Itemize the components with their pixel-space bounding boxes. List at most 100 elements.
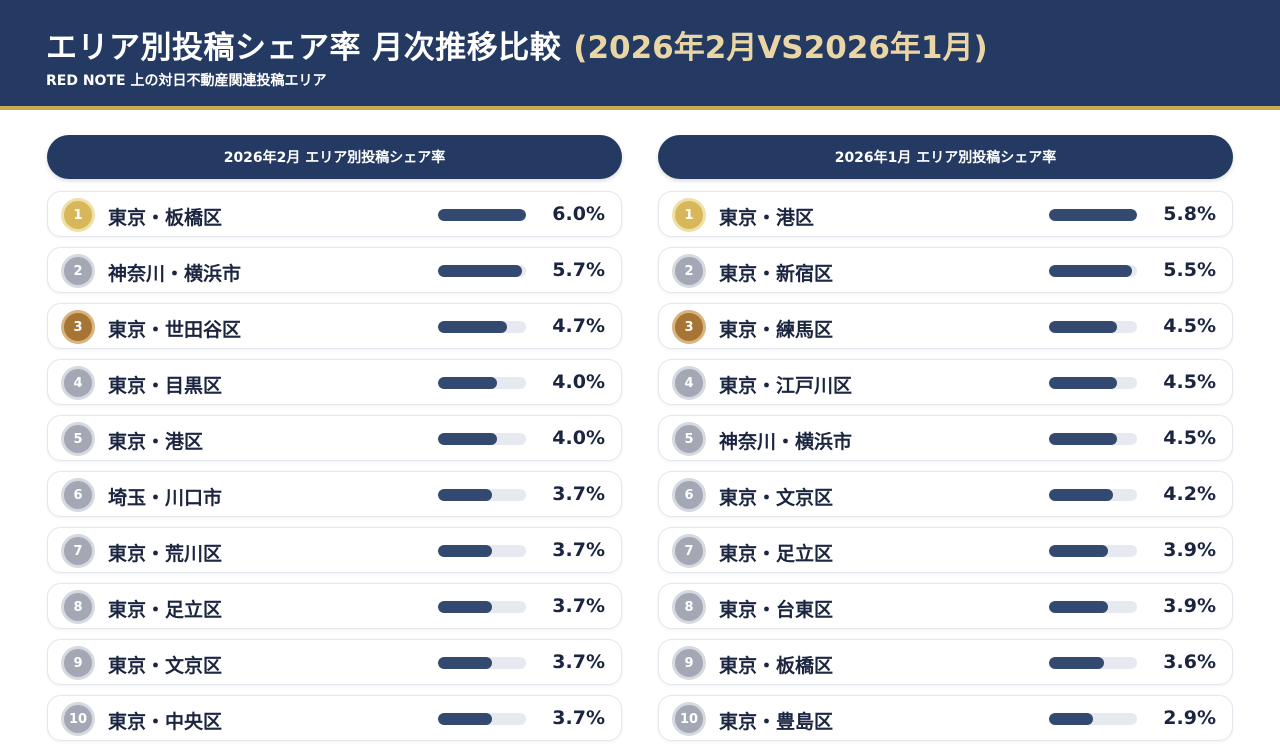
share-value-label: 3.7% [552,595,605,617]
share-value-label: 4.5% [1163,371,1216,393]
share-bar-track [438,713,526,725]
share-bar [1049,265,1133,277]
share-value-label: 6.0% [552,203,605,225]
share-value-label: 3.7% [552,483,605,505]
share-bar-track [1049,601,1137,613]
share-bar-track [1049,657,1137,669]
panel-feb: 2026年2月 エリア別投稿シェア率 1 東京・板橋区 6.0% 2 神奈川・横浜市 5.… [47,135,622,751]
rank-badge: 6 [672,478,706,512]
share-bar [438,713,493,725]
area-name: 東京・足立区 [719,543,834,565]
share-value-label: 5.7% [552,259,605,281]
share-bar [1049,657,1104,669]
share-value-label: 3.6% [1163,651,1216,673]
area-name: 東京・練馬区 [719,319,834,341]
share-bar-track [1049,209,1137,221]
ranking-row: 10 東京・中央区 3.7% [47,695,622,741]
area-name: 東京・文京区 [719,487,834,509]
area-name: 東京・豊島区 [719,711,834,733]
ranking-row: 9 東京・板橋区 3.6% [658,639,1233,685]
rank-badge: 7 [672,534,706,568]
area-name: 埼玉・川口市 [108,487,223,509]
share-bar [438,209,526,221]
ranking-row: 8 東京・台東区 3.9% [658,583,1233,629]
share-bar [438,265,522,277]
rank-badge: 2 [672,254,706,288]
rank-badge: 1 [61,198,95,232]
share-value-label: 4.0% [552,427,605,449]
share-bar [1049,713,1093,725]
share-value-label: 5.8% [1163,203,1216,225]
share-bar-track [438,657,526,669]
page-header: エリア別投稿シェア率 月次推移比較 (2026年2月VS2026年1月) RED … [0,0,1280,108]
area-name: 東京・荒川区 [108,543,223,565]
ranking-row: 4 東京・目黒区 4.0% [47,359,622,405]
panel-title-feb: 2026年2月 エリア別投稿シェア率 [47,135,622,179]
share-bar-track [1049,377,1137,389]
ranking-row: 2 東京・新宿区 5.5% [658,247,1233,293]
share-bar-track [1049,545,1137,557]
share-bar [1049,377,1118,389]
ranking-row: 10 東京・豊島区 2.9% [658,695,1233,741]
share-value-label: 4.5% [1163,427,1216,449]
area-name: 東京・台東区 [719,599,834,621]
share-bar [1049,601,1109,613]
rank-badge: 9 [61,646,95,680]
rank-badge: 3 [61,310,95,344]
rank-badge: 5 [61,422,95,456]
share-bar [438,545,493,557]
share-bar-track [438,489,526,501]
share-bar-track [438,433,526,445]
ranking-row: 5 東京・港区 4.0% [47,415,622,461]
share-bar-track [438,265,526,277]
share-bar-track [1049,713,1137,725]
rank-badge: 10 [61,702,95,736]
ranking-row: 3 東京・練馬区 4.5% [658,303,1233,349]
share-bar [438,657,493,669]
rank-badge: 1 [672,198,706,232]
share-value-label: 3.9% [1163,595,1216,617]
area-name: 東京・目黒区 [108,375,223,397]
share-value-label: 2.9% [1163,707,1216,729]
share-bar [438,489,493,501]
area-name: 東京・港区 [719,207,815,229]
ranking-row: 2 神奈川・横浜市 5.7% [47,247,622,293]
page-subtitle: RED NOTE 上の対日不動産関連投稿エリア [46,73,327,89]
share-value-label: 4.0% [552,371,605,393]
area-name: 神奈川・横浜市 [719,431,853,453]
share-bar-track [1049,489,1137,501]
share-value-label: 5.5% [1163,259,1216,281]
rank-badge: 9 [672,646,706,680]
rank-badge: 8 [672,590,706,624]
ranking-list-jan: 1 東京・港区 5.8% 2 東京・新宿区 5.5% 3 東京・練馬区 4.5% 4 東京・江戸川区… [658,191,1233,741]
share-value-label: 3.7% [552,651,605,673]
area-name: 東京・港区 [108,431,204,453]
share-bar [1049,545,1109,557]
page-title-period: (2026年2月VS2026年1月) [573,30,988,66]
share-bar [438,321,507,333]
ranking-row: 4 東京・江戸川区 4.5% [658,359,1233,405]
share-bar-track [438,377,526,389]
ranking-row: 5 神奈川・横浜市 4.5% [658,415,1233,461]
ranking-row: 6 埼玉・川口市 3.7% [47,471,622,517]
rank-badge: 3 [672,310,706,344]
rank-badge: 7 [61,534,95,568]
share-bar [438,433,497,445]
area-name: 東京・中央区 [108,711,223,733]
share-bar [438,377,497,389]
area-name: 東京・足立区 [108,599,223,621]
page-title: エリア別投稿シェア率 月次推移比較 [46,30,562,66]
share-value-label: 3.9% [1163,539,1216,561]
header-divider [0,106,1280,110]
share-bar [1049,489,1113,501]
rank-badge: 6 [61,478,95,512]
ranking-list-feb: 1 東京・板橋区 6.0% 2 神奈川・横浜市 5.7% 3 東京・世田谷区 4.7% 4 東京・目… [47,191,622,741]
share-value-label: 4.2% [1163,483,1216,505]
panel-title-jan: 2026年1月 エリア別投稿シェア率 [658,135,1233,179]
share-value-label: 3.7% [552,707,605,729]
title-row: エリア別投稿シェア率 月次推移比較 (2026年2月VS2026年1月) [46,22,988,67]
share-bar-track [438,209,526,221]
share-bar-track [1049,433,1137,445]
share-bar [438,601,493,613]
ranking-row: 9 東京・文京区 3.7% [47,639,622,685]
